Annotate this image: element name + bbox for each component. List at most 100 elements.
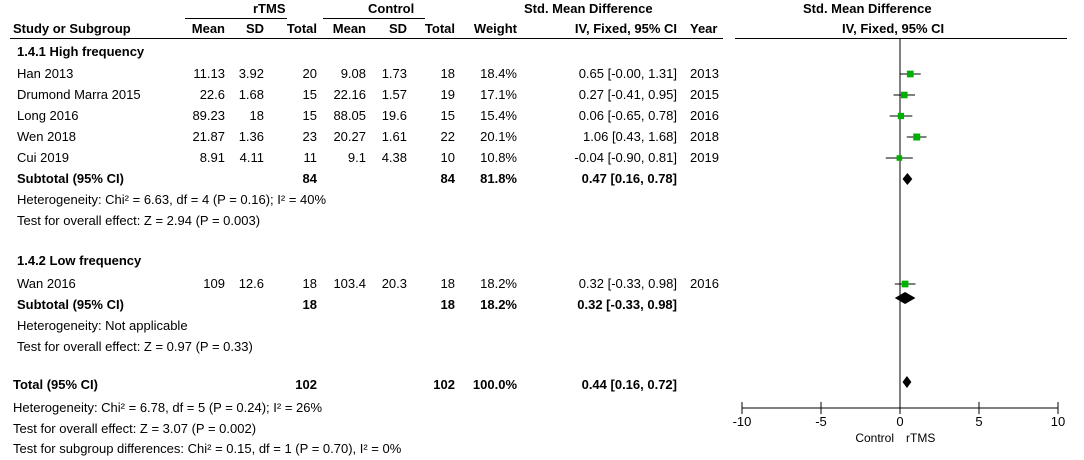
- total-ci: 0.44 [0.16, 0.72]: [581, 377, 677, 392]
- ci: 0.27 [-0.41, 0.95]: [578, 87, 677, 102]
- n1: 18: [302, 276, 317, 291]
- mean2-header: Mean: [332, 21, 366, 36]
- subtotal-label: Subtotal (95% CI): [17, 297, 124, 312]
- total-n2: 102: [433, 377, 455, 392]
- mean2: 88.05: [333, 108, 366, 123]
- x-tick-label: 5: [975, 414, 982, 429]
- sd2-header: SD: [388, 21, 407, 36]
- weight: 15.4%: [480, 108, 517, 123]
- total-n1: 102: [295, 377, 317, 392]
- subtotal-n1: 84: [302, 171, 317, 186]
- sd1: 12.6: [238, 276, 264, 291]
- n2: 18: [440, 276, 455, 291]
- sd1: 3.92: [238, 66, 264, 81]
- study-point: [913, 133, 921, 141]
- subgroup-title: 1.4.1 High frequency: [17, 44, 145, 59]
- sd2: 4.38: [381, 150, 407, 165]
- overall-effect-text: Test for overall effect: Z = 0.97 (P = 0…: [17, 339, 253, 354]
- summary-diamond: [902, 376, 912, 388]
- n1: 20: [302, 66, 317, 81]
- mean1: 21.87: [192, 129, 225, 144]
- n2: 22: [440, 129, 455, 144]
- study-point: [901, 280, 909, 288]
- sd1-header: SD: [245, 21, 264, 36]
- study-point: [900, 91, 908, 99]
- overall-effect-text: Test for overall effect: Z = 2.94 (P = 0…: [17, 213, 261, 228]
- total-label: Total (95% CI): [13, 377, 98, 392]
- ci: 0.65 [-0.00, 1.31]: [578, 66, 677, 81]
- year: 2019: [690, 150, 719, 165]
- mean1: 89.23: [192, 108, 225, 123]
- subtotal-label: Subtotal (95% CI): [17, 171, 124, 186]
- favours-left-label: Control: [855, 431, 894, 445]
- summary-diamond: [902, 173, 913, 185]
- mean1: 22.6: [199, 87, 225, 102]
- total-weight: 100.0%: [472, 377, 517, 392]
- subtotal-weight: 81.8%: [480, 171, 517, 186]
- total1-header: Total: [286, 21, 317, 36]
- weight: 20.1%: [480, 129, 517, 144]
- study-point: [896, 155, 903, 161]
- year: 2016: [690, 108, 719, 123]
- year: 2016: [690, 276, 719, 291]
- mean2: 103.4: [333, 276, 366, 291]
- mean1: 8.91: [199, 150, 225, 165]
- mean2: 22.16: [333, 87, 366, 102]
- sd1: 1.36: [238, 129, 264, 144]
- subgroup-title: 1.4.2 Low frequency: [17, 253, 142, 268]
- study-col-header: Study or Subgroup: [13, 21, 131, 36]
- ci: 0.06 [-0.65, 0.78]: [578, 108, 677, 123]
- sd1: 4.11: [239, 150, 264, 165]
- sd2: 1.73: [381, 66, 407, 81]
- summary-diamond: [894, 292, 916, 304]
- year: 2015: [690, 87, 719, 102]
- n2: 19: [440, 87, 455, 102]
- total2-header: Total: [424, 21, 455, 36]
- study-name: Han 2013: [17, 66, 74, 81]
- study-name: Wan 2016: [17, 276, 76, 291]
- mean1-header: Mean: [191, 21, 225, 36]
- year-header: Year: [690, 21, 718, 36]
- study-name: Drumond Marra 2015: [17, 87, 141, 102]
- plot-method: IV, Fixed, 95% CI: [842, 21, 945, 36]
- x-tick-label: 10: [1051, 414, 1065, 429]
- mean2: 9.08: [340, 66, 366, 81]
- group1-header: rTMS: [253, 1, 286, 16]
- ci: -0.04 [-0.90, 0.81]: [574, 150, 677, 165]
- n1: 15: [302, 108, 317, 123]
- subtotal-n2: 84: [440, 171, 455, 186]
- ci: 0.32 [-0.33, 0.98]: [578, 276, 677, 291]
- sd2: 1.57: [381, 87, 407, 102]
- n2: 10: [440, 150, 455, 165]
- smd-method-header: IV, Fixed, 95% CI: [574, 21, 677, 36]
- study-name: Wen 2018: [17, 129, 77, 144]
- heterogeneity-text: Heterogeneity: Not applicable: [17, 318, 188, 333]
- weight: 18.2%: [480, 276, 517, 291]
- sd2: 20.3: [381, 276, 407, 291]
- group2-header: Control: [368, 1, 415, 16]
- study-point: [897, 112, 905, 120]
- smd-header: Std. Mean Difference: [524, 1, 653, 16]
- group1-underline: [185, 18, 287, 19]
- study-name: Long 2016: [17, 108, 79, 123]
- subtotal-ci: 0.32 [-0.33, 0.98]: [577, 297, 677, 312]
- n2: 15: [440, 108, 455, 123]
- n1: 23: [302, 129, 317, 144]
- study-name: Cui 2019: [17, 150, 70, 165]
- x-tick-label: -5: [815, 414, 827, 429]
- mean1: 11.13: [193, 66, 225, 81]
- sd1: 1.68: [238, 87, 264, 102]
- sd2: 19.6: [381, 108, 407, 123]
- sd1: 18: [249, 108, 264, 123]
- n2: 18: [440, 66, 455, 81]
- total-heterogeneity-text: Heterogeneity: Chi² = 6.78, df = 5 (P = …: [13, 400, 323, 415]
- weight: 18.4%: [480, 66, 517, 81]
- weight: 17.1%: [480, 87, 517, 102]
- mean2: 20.27: [333, 129, 366, 144]
- year: 2013: [690, 66, 719, 81]
- n1: 11: [303, 150, 318, 165]
- n1: 15: [302, 87, 317, 102]
- heterogeneity-text: Heterogeneity: Chi² = 6.63, df = 4 (P = …: [17, 192, 327, 207]
